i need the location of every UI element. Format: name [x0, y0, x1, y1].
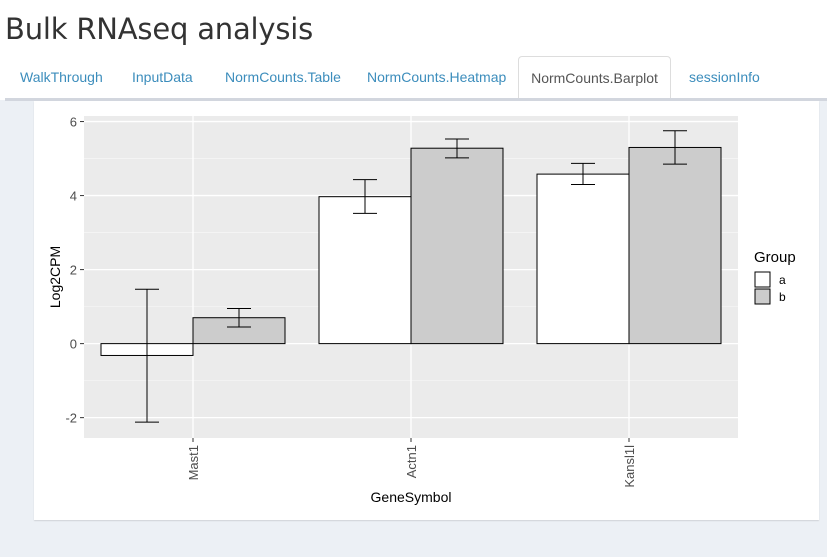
y-tick-label: 0 [70, 337, 77, 352]
y-axis: -2 0 2 4 6 [65, 115, 84, 426]
tab-normcounts-table[interactable]: NormCounts.Table [225, 69, 341, 85]
error-bars-group [135, 130, 687, 423]
legend: Group ab [754, 249, 796, 305]
legend-label-a: a [779, 273, 786, 287]
bar-b-Actn1 [410, 147, 504, 345]
header-background [0, 0, 827, 100]
tab-sessioninfo[interactable]: sessionInfo [689, 69, 760, 85]
x-axis: Mast1 Actn1 Kansl1l [186, 438, 637, 488]
x-axis-title: GeneSymbol [371, 489, 452, 505]
page-title: Bulk RNAseq analysis [5, 12, 314, 46]
plot-panel: -2 0 2 4 6 Mast1 Actn1 Kansl1l GeneSymbol Log2… [34, 101, 819, 520]
x-tick-label: Kansl1l [622, 445, 637, 488]
tab-bar: WalkThrough InputData NormCounts.Table N… [5, 56, 827, 100]
barplot-chart: -2 0 2 4 6 Mast1 Actn1 Kansl1l GeneSymbol Log2… [47, 115, 796, 505]
legend-label-b: b [779, 290, 786, 304]
y-tick-label: -2 [65, 411, 77, 426]
legend-key-b [754, 288, 771, 305]
tab-walkthrough[interactable]: WalkThrough [20, 69, 103, 85]
tab-underline [5, 98, 827, 101]
x-tick-label: Actn1 [404, 445, 419, 478]
tab-normcounts-barplot[interactable]: NormCounts.Barplot [518, 56, 671, 100]
legend-title: Group [754, 249, 796, 266]
bar-b-Kansl1l [628, 146, 722, 345]
y-axis-title: Log2CPM [47, 246, 63, 308]
y-tick-label: 6 [70, 115, 77, 130]
bar-a-Kansl1l [536, 173, 630, 345]
legend-key-a [754, 271, 771, 288]
tab-inputdata[interactable]: InputData [132, 69, 193, 85]
y-tick-label: 2 [70, 263, 77, 278]
x-tick-label: Mast1 [186, 445, 201, 480]
tab-normcounts-heatmap[interactable]: NormCounts.Heatmap [367, 69, 507, 85]
y-tick-label: 4 [70, 189, 77, 204]
bars-group [100, 146, 722, 356]
bar-a-Actn1 [318, 196, 412, 345]
